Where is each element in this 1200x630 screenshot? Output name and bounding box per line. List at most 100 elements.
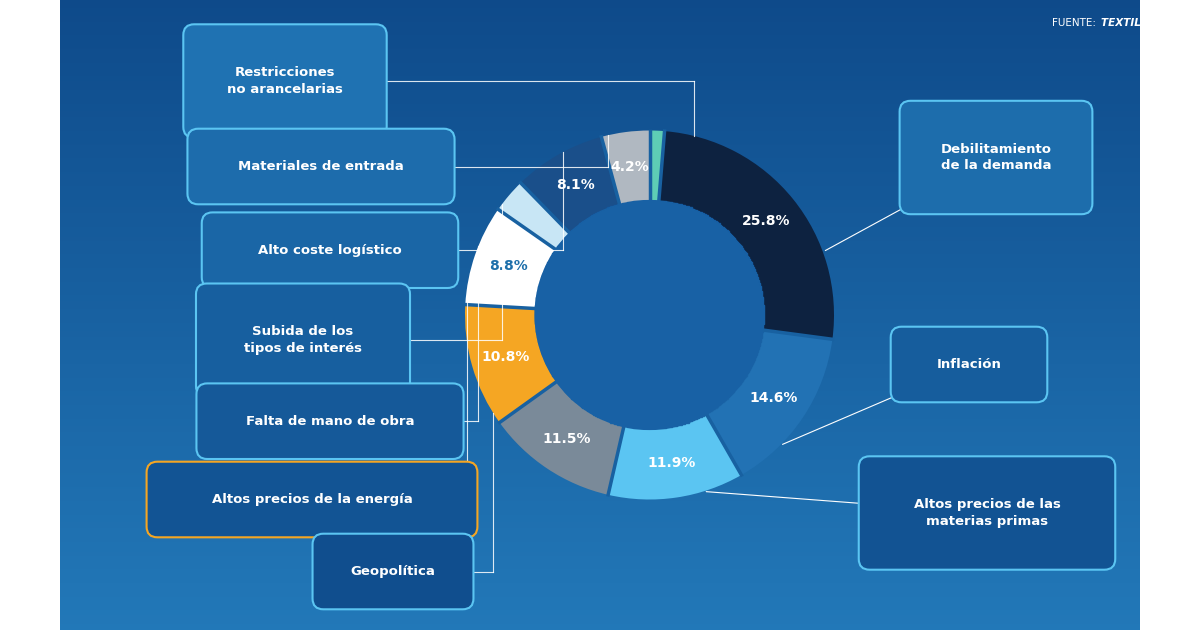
Bar — [60, 583, 1140, 586]
Bar — [60, 379, 1140, 381]
Bar — [536, 294, 762, 295]
Bar — [60, 344, 1140, 346]
Bar — [60, 201, 1140, 203]
Wedge shape — [707, 330, 833, 475]
Bar — [60, 497, 1140, 500]
Bar — [60, 387, 1140, 389]
Bar — [60, 129, 1140, 130]
Bar — [60, 1, 1140, 3]
Bar — [536, 335, 762, 336]
Bar — [60, 557, 1140, 559]
Bar — [60, 382, 1140, 384]
Bar — [60, 123, 1140, 126]
Bar — [60, 592, 1140, 593]
FancyBboxPatch shape — [184, 25, 386, 138]
Bar — [60, 113, 1140, 115]
Bar — [60, 47, 1140, 49]
Bar — [559, 244, 740, 245]
Bar — [60, 160, 1140, 163]
Bar — [60, 146, 1140, 148]
Bar — [60, 303, 1140, 306]
Bar — [60, 505, 1140, 507]
Bar — [60, 492, 1140, 495]
Bar — [535, 306, 763, 307]
Bar — [60, 299, 1140, 301]
Bar — [60, 265, 1140, 268]
Bar — [570, 396, 728, 398]
Bar — [536, 298, 763, 299]
Bar — [539, 345, 760, 346]
Bar — [60, 478, 1140, 480]
Bar — [60, 179, 1140, 181]
Bar — [542, 274, 757, 275]
Bar — [60, 9, 1140, 11]
Bar — [60, 366, 1140, 369]
Bar — [60, 138, 1140, 140]
Bar — [611, 421, 689, 423]
Bar — [60, 573, 1140, 575]
Bar — [60, 535, 1140, 537]
Bar — [60, 273, 1140, 276]
Bar — [539, 284, 760, 285]
Wedge shape — [608, 414, 742, 500]
Bar — [60, 519, 1140, 522]
Bar — [60, 462, 1140, 465]
Bar — [564, 391, 734, 392]
Bar — [60, 136, 1140, 139]
Bar — [60, 195, 1140, 197]
Bar — [535, 308, 763, 309]
Bar — [60, 207, 1140, 209]
Bar — [60, 312, 1140, 315]
Bar — [554, 378, 744, 379]
Bar — [60, 481, 1140, 484]
Bar — [60, 623, 1140, 625]
Text: Altos precios de la energía: Altos precios de la energía — [211, 493, 413, 506]
Bar — [60, 311, 1140, 314]
Bar — [60, 57, 1140, 60]
Bar — [60, 84, 1140, 86]
Bar — [60, 444, 1140, 446]
Bar — [60, 347, 1140, 350]
Bar — [60, 183, 1140, 186]
Bar — [535, 322, 763, 323]
Bar — [60, 596, 1140, 598]
Bar — [60, 18, 1140, 21]
Text: 10.8%: 10.8% — [482, 350, 530, 364]
Bar — [552, 255, 748, 256]
Bar — [535, 316, 764, 318]
Bar — [60, 438, 1140, 441]
Bar — [60, 120, 1140, 123]
Bar — [60, 142, 1140, 145]
Bar — [60, 563, 1140, 566]
Bar — [598, 212, 702, 213]
Bar — [60, 28, 1140, 30]
Bar — [626, 426, 672, 427]
Bar — [60, 533, 1140, 536]
Bar — [60, 119, 1140, 121]
Bar — [60, 566, 1140, 568]
Text: Materiales de entrada: Materiales de entrada — [238, 160, 404, 173]
Bar — [60, 0, 1140, 2]
Bar — [60, 130, 1140, 132]
Bar — [60, 598, 1140, 600]
Bar — [60, 152, 1140, 154]
Bar — [60, 176, 1140, 178]
Bar — [60, 262, 1140, 265]
Bar — [546, 363, 752, 364]
Bar — [60, 72, 1140, 74]
Bar — [542, 353, 757, 354]
Bar — [538, 289, 761, 290]
Bar — [60, 355, 1140, 358]
Bar — [536, 300, 763, 301]
Bar — [548, 368, 750, 369]
Bar — [60, 560, 1140, 563]
Bar — [60, 281, 1140, 284]
Bar — [60, 13, 1140, 16]
Bar — [566, 235, 732, 236]
Bar — [60, 542, 1140, 545]
Bar — [60, 375, 1140, 378]
Bar — [60, 377, 1140, 379]
Bar — [60, 133, 1140, 135]
Bar — [60, 97, 1140, 100]
Bar — [60, 76, 1140, 79]
